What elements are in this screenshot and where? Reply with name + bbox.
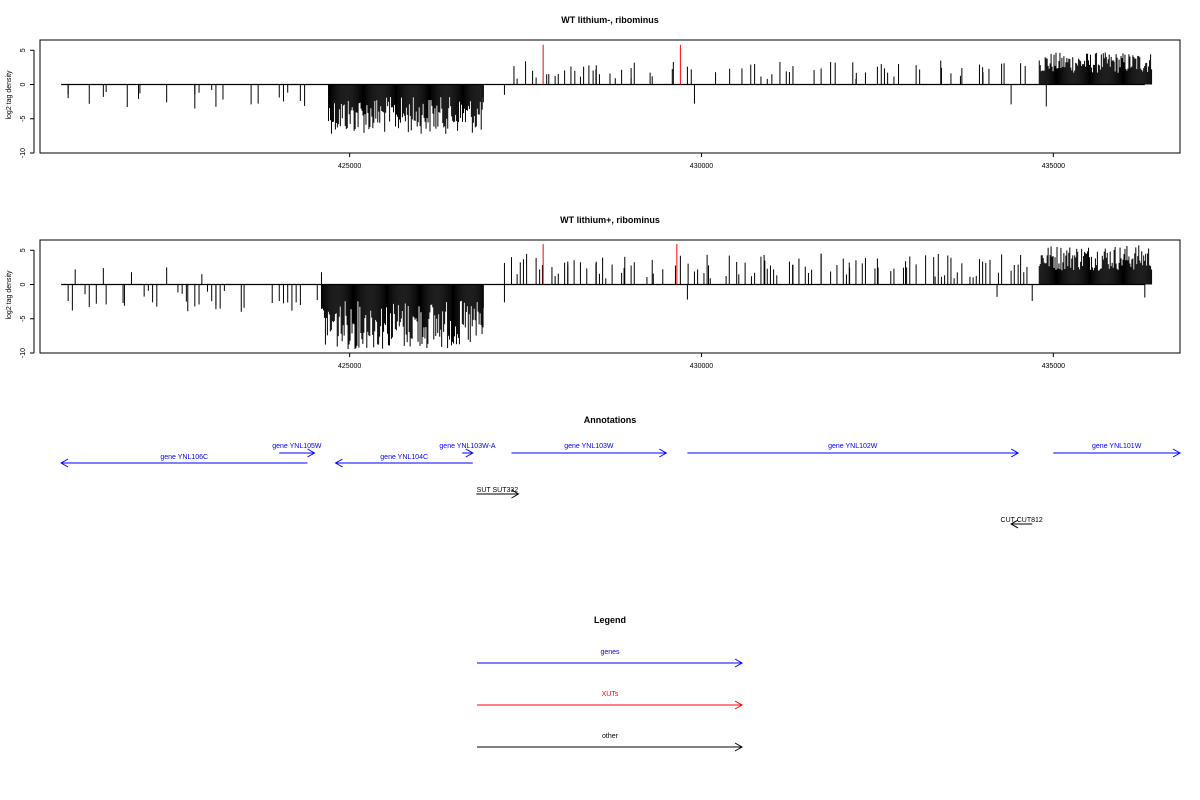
- feature-label: gene YNL102W: [828, 443, 878, 450]
- arrowhead: [60, 458, 69, 468]
- feature-arrows: gene YNL106C gene YNL105W gene YNL104C gene…: [60, 443, 1182, 529]
- y-tick-label: 0: [20, 282, 27, 286]
- bar-marks: [61, 244, 1153, 350]
- arrowhead: [659, 448, 668, 458]
- y-tick-label: 5: [20, 248, 27, 252]
- y-tick-label: -10: [20, 148, 27, 158]
- arrowhead: [1172, 448, 1182, 458]
- panel-title: WT lithium-, ribominus: [561, 15, 659, 25]
- legend-label: other: [602, 733, 619, 740]
- feature-label: SUT SUT332: [477, 487, 519, 494]
- arrowhead: [334, 458, 343, 468]
- legend-label: genes: [600, 649, 620, 656]
- arrowhead: [734, 700, 744, 710]
- arrowhead: [1010, 448, 1020, 458]
- arrowhead: [734, 658, 744, 668]
- feature-label: gene YNL106C: [160, 454, 208, 461]
- feature-label: CUT CUT812: [1001, 517, 1043, 524]
- track-panel-lithium-minus: WT lithium-, ribominus log2 tag density …: [6, 15, 1181, 170]
- legend-title: Legend: [594, 615, 626, 625]
- feature-label: gene YNL101W: [1092, 443, 1142, 450]
- axes: -10 -5 0 5 425000 430000 435000: [20, 39, 1181, 170]
- bar-marks: [61, 44, 1153, 134]
- arrowhead: [465, 448, 474, 458]
- x-tick-label: 425000: [338, 363, 361, 370]
- legend-items: genes XUTs other: [477, 649, 744, 752]
- feature-label: gene YNL103W: [564, 443, 614, 450]
- x-tick-label: 425000: [338, 163, 361, 170]
- legend-label: XUTs: [602, 691, 619, 698]
- y-tick-label: -5: [20, 116, 27, 122]
- x-tick-label: 430000: [690, 363, 713, 370]
- arrowhead: [1010, 519, 1019, 529]
- y-tick-label: -5: [20, 316, 27, 322]
- y-tick-label: -10: [20, 348, 27, 358]
- arrowhead: [511, 489, 520, 499]
- legend: Legend genes XUTs other: [477, 615, 744, 752]
- y-axis-label: log2 tag density: [6, 270, 13, 320]
- x-tick-label: 435000: [1042, 363, 1065, 370]
- axes: -10 -5 0 5 425000 430000 435000: [20, 239, 1181, 370]
- y-tick-label: 0: [20, 82, 27, 86]
- feature-label: gene YNL105W: [272, 443, 322, 450]
- y-axis-label: log2 tag density: [6, 70, 13, 120]
- track-panel-lithium-plus: WT lithium+, ribominus log2 tag density …: [6, 215, 1181, 370]
- arrowhead: [307, 448, 316, 458]
- annotations-title: Annotations: [584, 415, 637, 425]
- x-tick-label: 430000: [690, 163, 713, 170]
- x-tick-label: 435000: [1042, 163, 1065, 170]
- arrowhead: [734, 742, 744, 752]
- y-tick-label: 5: [20, 48, 27, 52]
- feature-label: gene YNL103W-A: [439, 443, 495, 450]
- panel-title: WT lithium+, ribominus: [560, 215, 660, 225]
- feature-label: gene YNL104C: [380, 454, 428, 461]
